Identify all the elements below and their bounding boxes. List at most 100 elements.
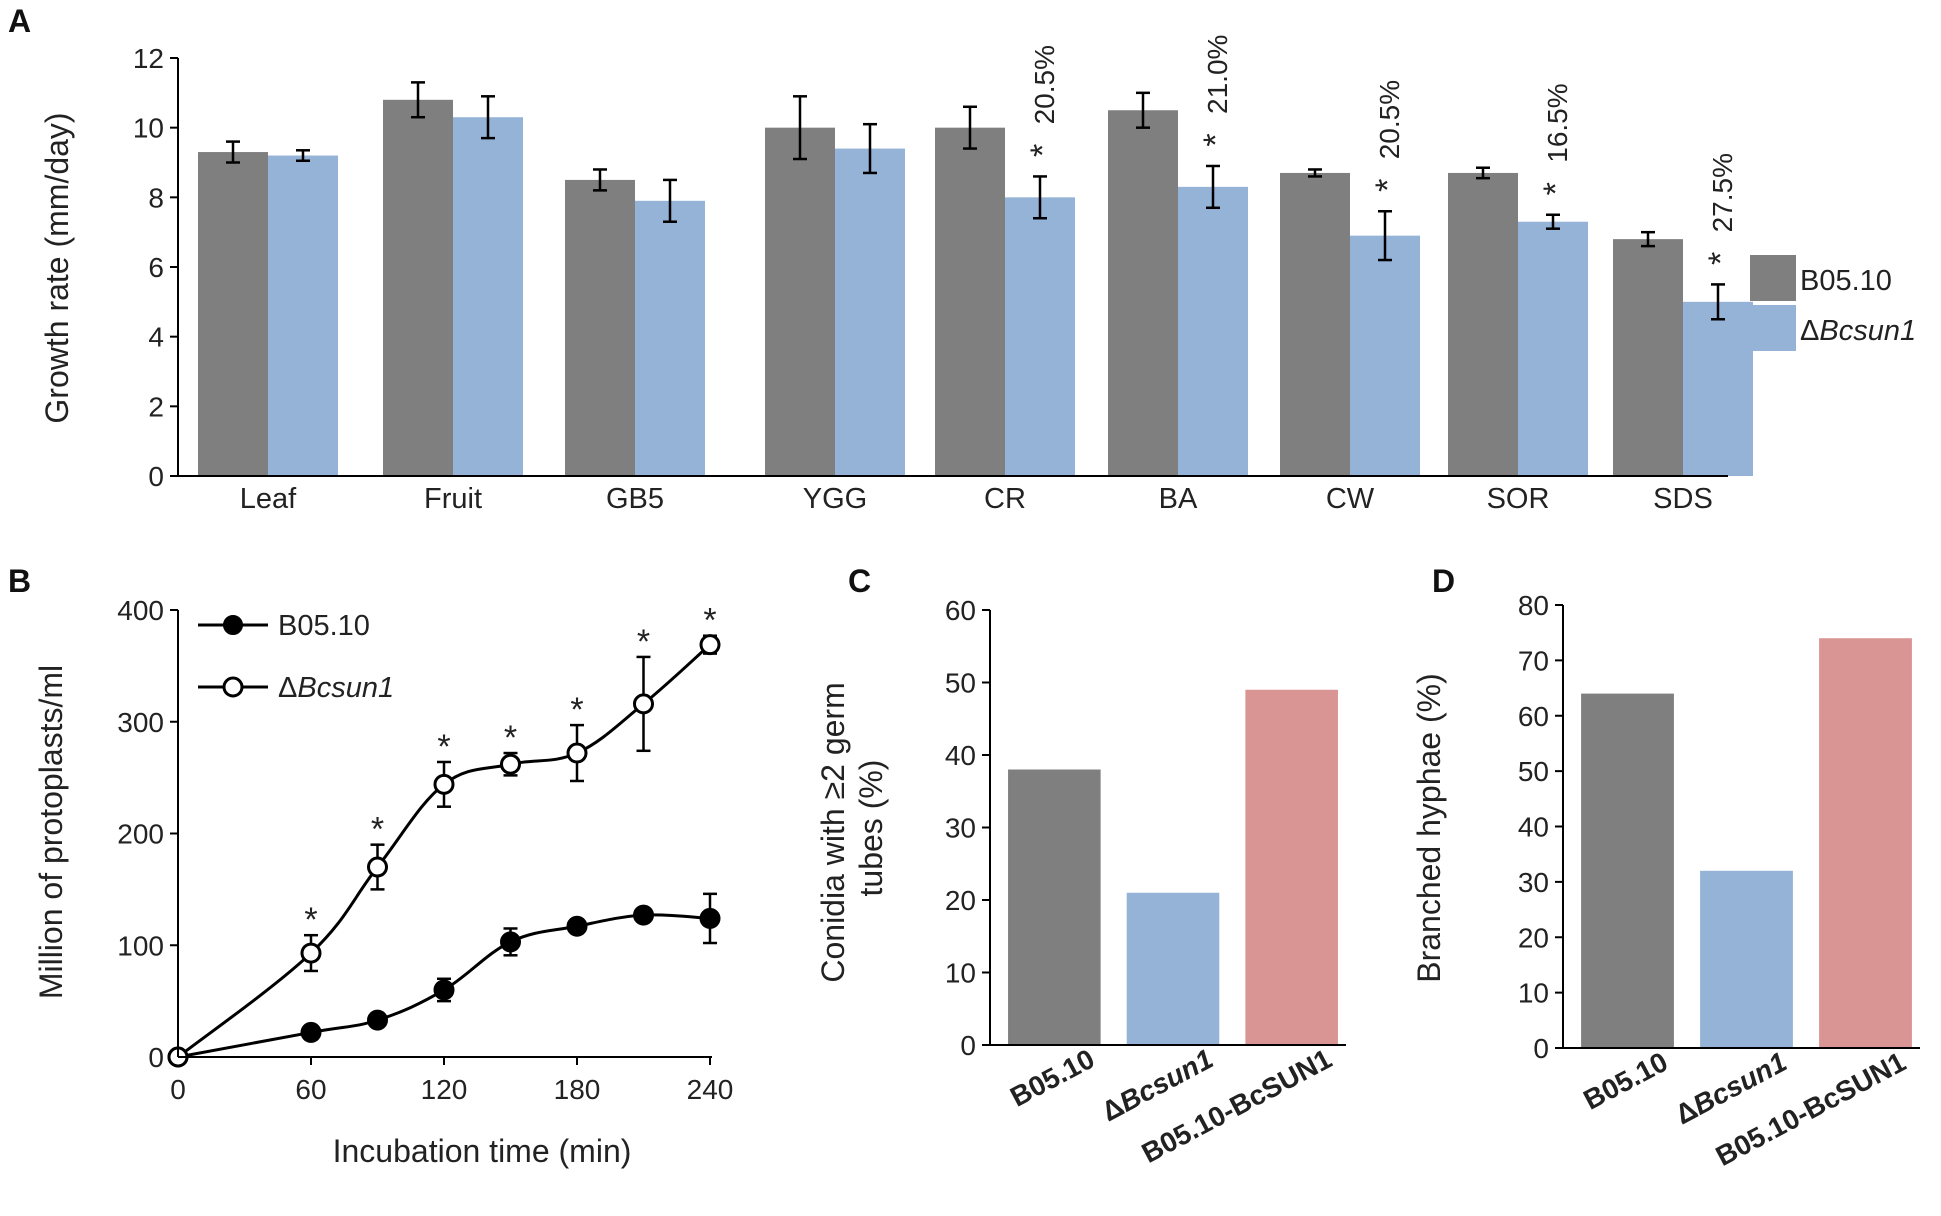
panel-a-bar-sds-b0510 xyxy=(1613,239,1683,476)
panel-c-y-tick-label: 20 xyxy=(945,885,976,916)
panel-a-letter: A xyxy=(8,3,31,39)
panel-d-y-tick-label: 50 xyxy=(1518,756,1549,787)
panel-a-y-tick-label: 10 xyxy=(133,113,164,144)
panel-c-bar-0 xyxy=(1008,769,1101,1045)
panel-a-bar-cw-b0510 xyxy=(1280,172,1350,476)
panel-a-significance-star: * xyxy=(1197,133,1235,146)
panel-c-y-title-line2: tubes (%) xyxy=(853,760,889,897)
panel-c-y-tick-label: 50 xyxy=(945,668,976,699)
panel-c-y-tick-label: 30 xyxy=(945,813,976,844)
panel-b-point-mutant xyxy=(566,742,588,764)
panel-a-category-label: CW xyxy=(1326,483,1375,515)
panel-a-bar-sor-mutant xyxy=(1518,221,1588,476)
panel-d-y-tick-label: 30 xyxy=(1518,867,1549,898)
panel-a-category-label: CR xyxy=(984,483,1026,515)
panel-c-category-label: B05.10 xyxy=(1005,1043,1099,1113)
panel-a-bar-sor-b0510 xyxy=(1448,172,1518,476)
panel-d-y-tick-label: 10 xyxy=(1518,978,1549,1009)
panel-b-significance-star: * xyxy=(437,728,450,766)
panel-b-y-tick-label: 300 xyxy=(117,707,164,738)
panel-c-y-tick-label: 10 xyxy=(945,958,976,989)
panel-a-y-tick-label: 0 xyxy=(148,461,164,492)
legend-b0510-swatch xyxy=(1750,255,1796,301)
legend-b-mutant-label: ΔBcsun1 xyxy=(278,672,394,704)
panel-b-point-mutant xyxy=(699,634,721,656)
panel-b-point-b0510 xyxy=(433,979,455,1001)
panel-a-percent-label: 20.5% xyxy=(1029,45,1060,124)
panel-b-y-title: Million of protoplasts/ml xyxy=(33,665,69,999)
panel-a-percent-label: 27.5% xyxy=(1707,153,1738,232)
panel-d-y-tick-label: 20 xyxy=(1518,922,1549,953)
panel-c-bar-2 xyxy=(1245,689,1338,1045)
panel-a-category-label: Fruit xyxy=(424,483,482,515)
panel-a-category-label: Leaf xyxy=(240,483,297,515)
panel-b-point-mutant xyxy=(433,773,455,795)
panel-d-y-ticks: 0 10 20 30 40 50 60 70 80 xyxy=(1518,590,1563,1064)
panel-a-category-label: BA xyxy=(1159,483,1198,515)
panel-a-y-tick-label: 4 xyxy=(148,322,164,353)
panel-b-x-tick-label: 240 xyxy=(687,1074,734,1105)
legend-mutant-swatch xyxy=(1750,305,1796,351)
panel-b-y-tick-label: 400 xyxy=(117,595,164,626)
panel-b-point-b0510 xyxy=(566,915,588,937)
panel-a-bar-sds-mutant xyxy=(1683,301,1753,476)
panel-b-point-b0510 xyxy=(367,1009,388,1031)
panel-a-y-title: Growth rate (mm/day) xyxy=(39,112,75,423)
panel-b-stars: * * * * * * * xyxy=(304,602,716,939)
panel-b-x-title: Incubation time (min) xyxy=(333,1133,632,1169)
panel-a-bar-gb5-mutant xyxy=(635,200,705,477)
legend-b-mutant-marker xyxy=(222,676,244,698)
panel-a-percent-label: 16.5% xyxy=(1542,83,1573,162)
panel-a-y-tick-label: 8 xyxy=(148,182,164,213)
legend-mutant-label: ΔBcsun1 xyxy=(1800,315,1916,347)
panel-a-y-tick-label: 12 xyxy=(133,43,164,74)
panel-a-annotations: * 20.5% * 21.0% * 20.5% * 16.5% * 27.5% xyxy=(1024,35,1740,265)
panel-a-category-labels: Leaf Fruit GB5 YGG CR BA CW SOR SDS xyxy=(240,483,1713,515)
panel-b-y-ticks: 0 100 200 300 400 xyxy=(117,595,178,1073)
panel-b-significance-star: * xyxy=(371,811,384,849)
panel-c-y-tick-label: 60 xyxy=(945,595,976,626)
panel-b-point-mutant xyxy=(633,693,654,715)
panel-a-bar-fruit-b0510 xyxy=(383,99,453,477)
panel-a-bars xyxy=(198,99,1753,477)
panel-b-x-tick-label: 60 xyxy=(295,1074,326,1105)
panel-c-bars xyxy=(1008,689,1338,1045)
panel-b-y-tick-label: 100 xyxy=(117,930,164,961)
panel-d-category-label: B05.10 xyxy=(1578,1046,1672,1116)
panel-b-significance-star: * xyxy=(703,602,716,640)
panel-b-point-b0510 xyxy=(699,907,721,929)
panel-a-error-bars xyxy=(226,81,1725,321)
panel-d-bars xyxy=(1581,638,1912,1048)
legend-b0510-label: B05.10 xyxy=(1800,265,1892,297)
panel-c-y-ticks: 0 10 20 30 40 50 60 xyxy=(945,595,990,1061)
panel-d-y-tick-label: 80 xyxy=(1518,590,1549,621)
panel-d-y-tick-label: 40 xyxy=(1518,812,1549,843)
panel-d-y-title: Branched hyphae (%) xyxy=(1411,673,1447,983)
panel-d-y-tick-label: 70 xyxy=(1518,645,1549,676)
panel-b-x-tick-label: 0 xyxy=(170,1074,186,1105)
panel-a-category-label: YGG xyxy=(803,483,867,515)
panel-c-bar-1 xyxy=(1126,892,1220,1045)
panel-c-y-tick-label: 40 xyxy=(945,740,976,771)
panel-a-category-label: SDS xyxy=(1653,483,1713,515)
panel-c-y-title-line1: Conidia with ≥2 germ xyxy=(815,682,851,982)
panel-b-point-b0510 xyxy=(300,1021,322,1043)
panel-b-significance-star: * xyxy=(570,691,583,729)
panel-b-y-tick-label: 0 xyxy=(148,1042,164,1073)
legend-b-b0510-label: B05.10 xyxy=(278,610,370,642)
panel-a-y-tick-label: 6 xyxy=(148,252,164,283)
panel-a-bar-cr-mutant xyxy=(1005,197,1075,477)
panel-a-category-label: SOR xyxy=(1487,483,1550,515)
panel-d-letter: D xyxy=(1432,563,1455,599)
panel-d-bar-0 xyxy=(1581,693,1674,1048)
panel-d-bar-2 xyxy=(1819,638,1912,1048)
panel-b-chart: 0 100 200 300 400 0 60 120 180 240 * * * * * * * Milli… xyxy=(33,595,733,1169)
panel-b-point-mutant xyxy=(367,856,388,878)
panel-c-y-tick-label: 0 xyxy=(960,1030,976,1061)
panel-a-bar-leaf-mutant xyxy=(268,155,338,477)
panel-b-x-tick-label: 180 xyxy=(554,1074,601,1105)
panel-b-point-mutant xyxy=(500,753,521,775)
panel-d-y-tick-label: 60 xyxy=(1518,701,1549,732)
panel-a-bar-gb5-b0510 xyxy=(565,179,635,476)
